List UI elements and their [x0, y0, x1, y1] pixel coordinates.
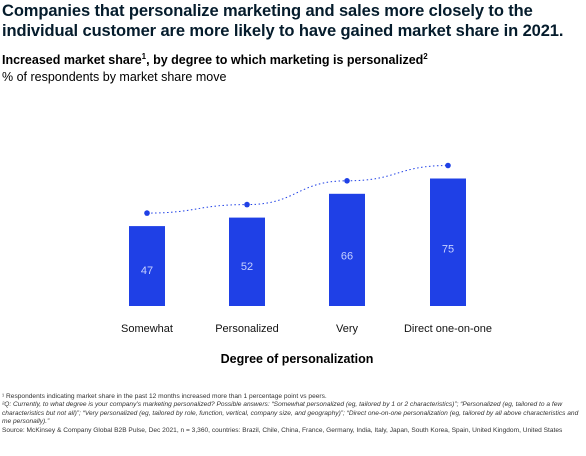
footnote-2: ²Q: Currently, to what degree is your co… — [2, 401, 579, 426]
bar — [430, 178, 466, 306]
category-label: Somewhat — [121, 323, 173, 335]
bar — [329, 193, 365, 306]
bar-value-label: 52 — [241, 261, 253, 273]
footnotes: ¹ Respondents indicating market share in… — [2, 393, 584, 435]
trend-point — [244, 201, 250, 208]
footnote-ref-1: 1 — [141, 52, 147, 61]
trend-point — [344, 178, 350, 184]
footnote-1: ¹ Respondents indicating market share in… — [2, 393, 327, 400]
trend-point — [445, 162, 451, 169]
x-axis-label: Degree of personalization — [221, 352, 374, 366]
bar-chart: 47 Somewhat 52 Personalized 66 Very 75 Direct o… — [121, 162, 492, 366]
unit-note: % of respondents by market share move — [2, 70, 227, 84]
chart-title: Companies that personalize marketing and… — [2, 2, 564, 40]
chart-subtitle: Increased market share1, by degree to wh… — [2, 52, 428, 67]
trend-line — [146, 165, 449, 214]
category-label: Personalized — [215, 323, 279, 335]
bar — [229, 217, 265, 306]
bar-value-label: 66 — [341, 251, 353, 263]
trend-point — [144, 210, 150, 216]
source-note: Source: McKinsey & Company Global B2B Pu… — [2, 426, 563, 434]
subtitle-text-rest: , by degree to which marketing is person… — [146, 53, 424, 68]
bar — [129, 226, 165, 306]
bar-value-label: 47 — [141, 265, 153, 277]
subtitle-text: Increased market share — [2, 53, 142, 68]
footnote-ref-2: 2 — [423, 52, 428, 61]
bar-value-label: 75 — [442, 244, 454, 256]
category-label: Very — [336, 323, 359, 335]
category-label: Direct one-on-one — [404, 323, 492, 335]
